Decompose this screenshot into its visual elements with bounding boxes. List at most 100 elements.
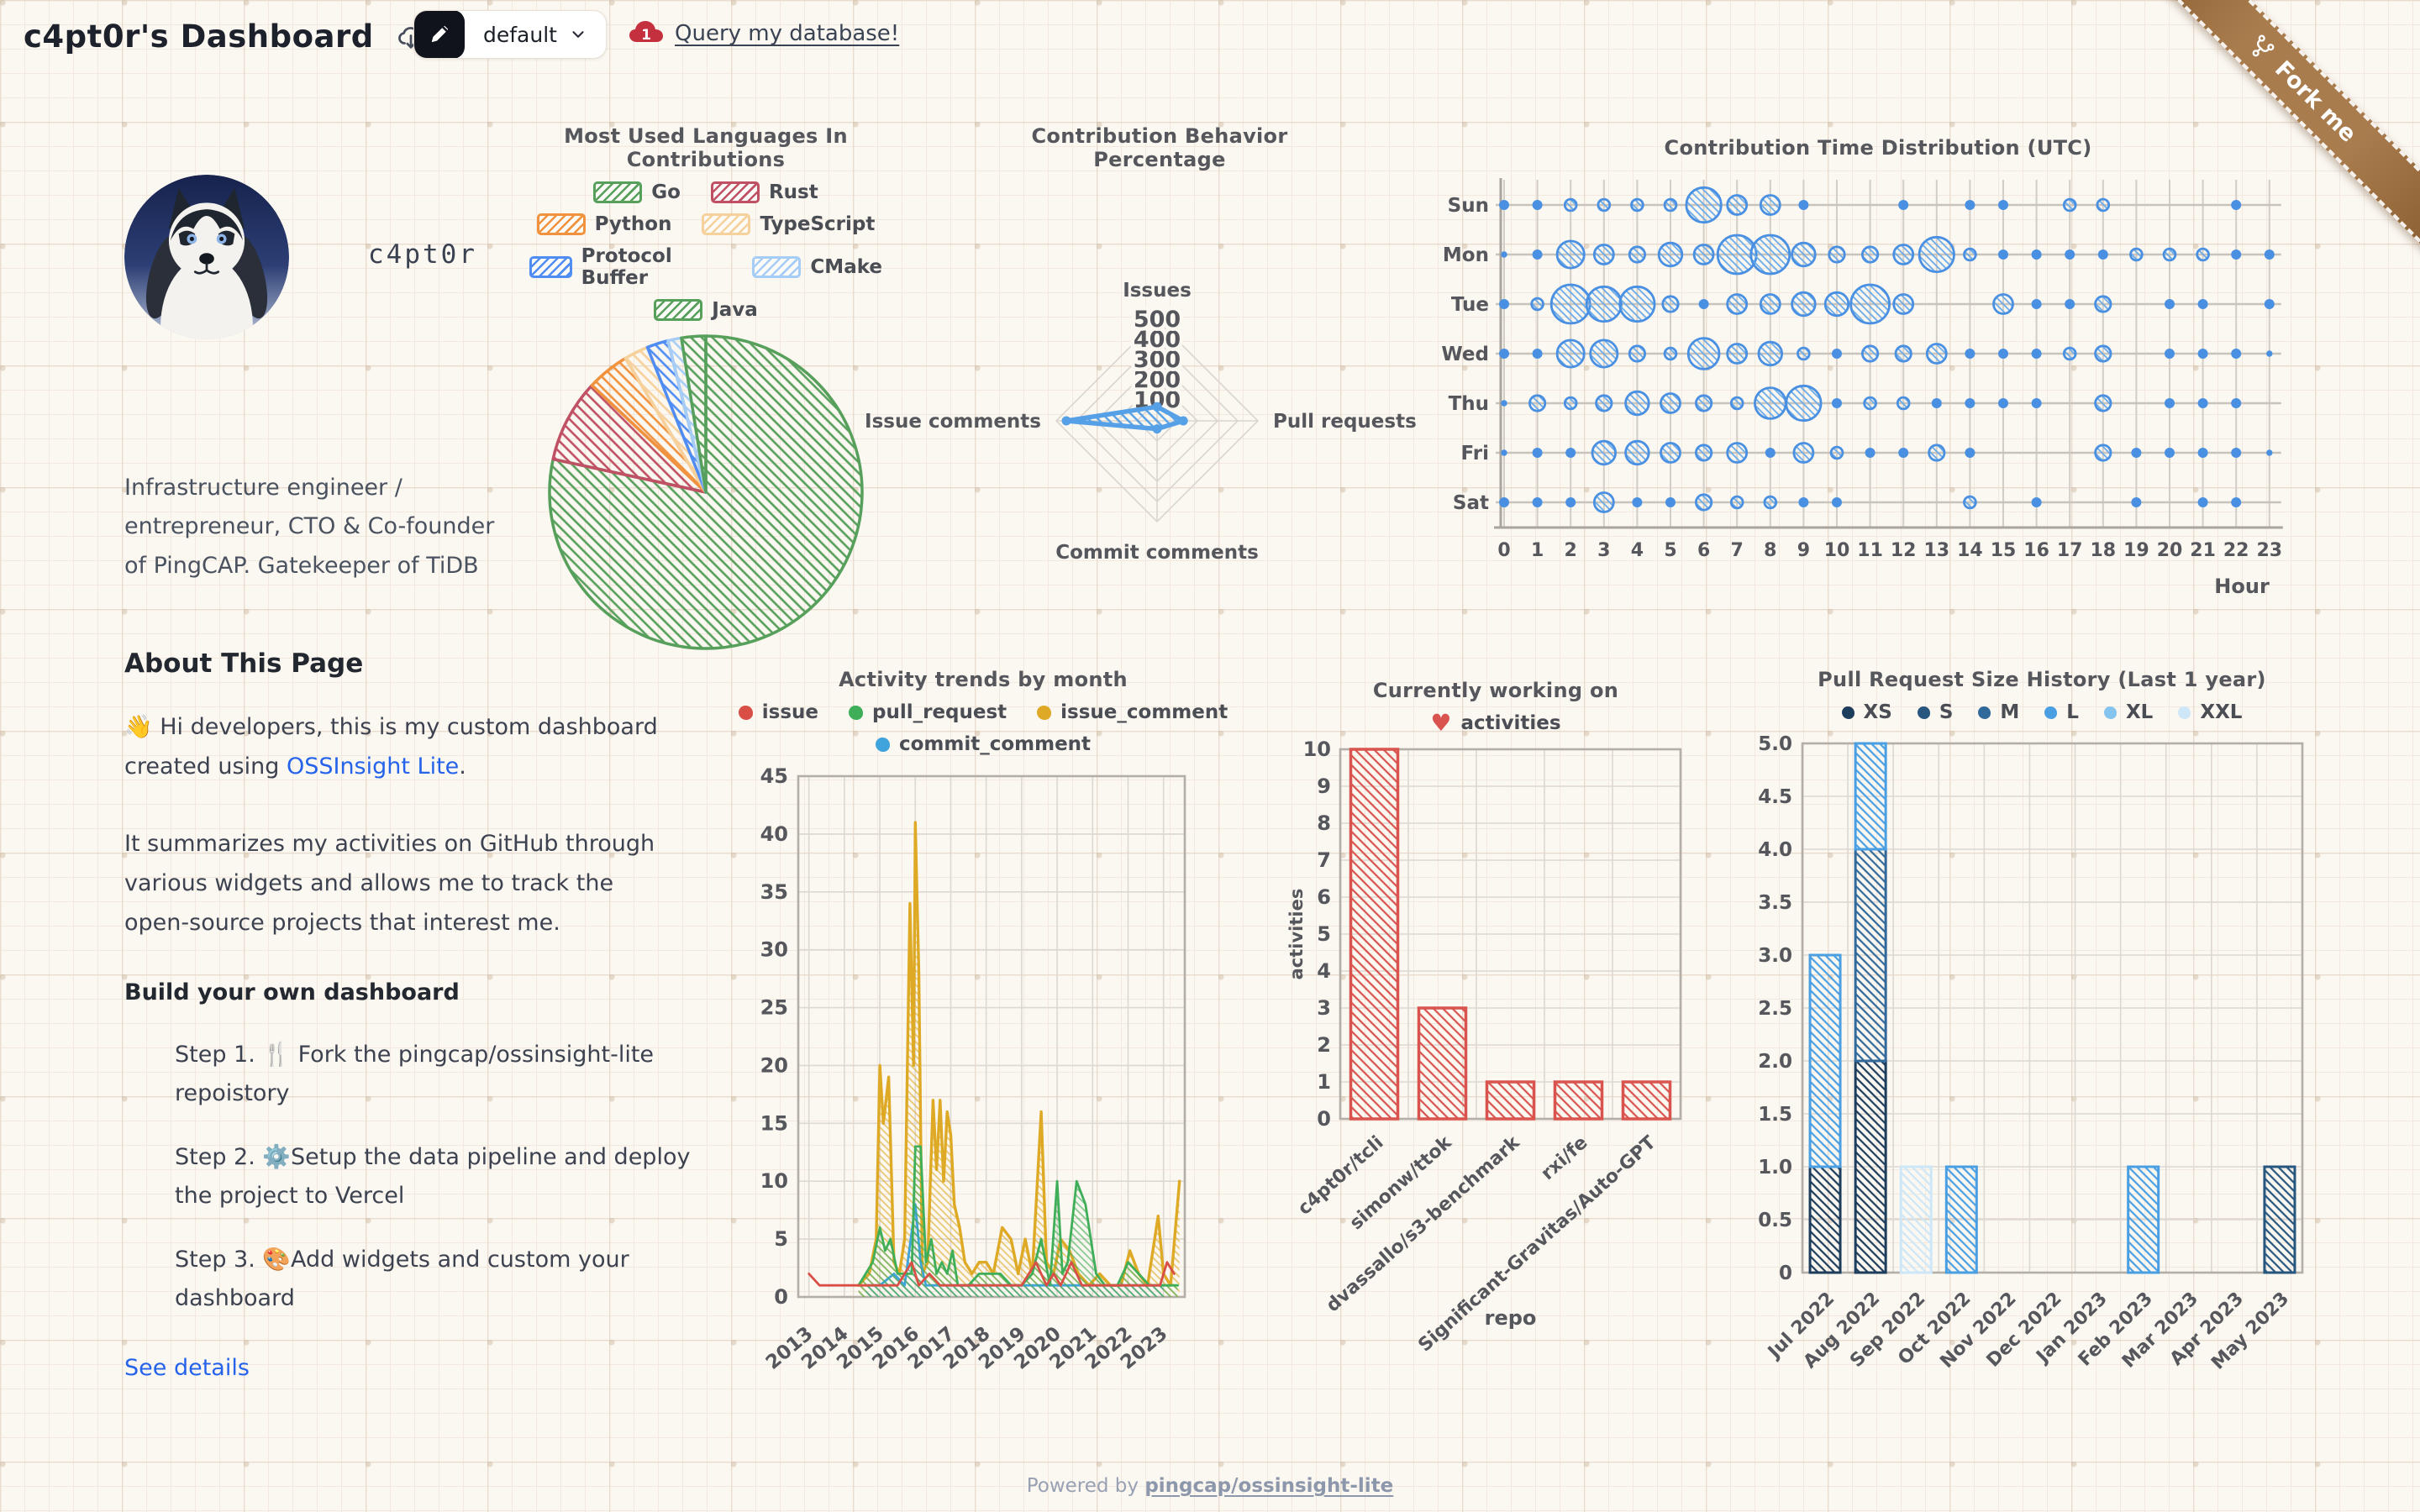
svg-text:14: 14 (1957, 540, 1983, 561)
activity-legend: issue pull_request issue_comment commit_com… (738, 701, 1228, 755)
svg-text:Sat: Sat (1453, 492, 1489, 514)
svg-text:9: 9 (1797, 540, 1810, 561)
legend-item[interactable]: TypeScript (702, 213, 875, 235)
svg-text:Mon: Mon (1443, 244, 1489, 266)
svg-text:4: 4 (1317, 959, 1331, 983)
svg-text:2.0: 2.0 (1758, 1051, 1792, 1073)
svg-text:1.5: 1.5 (1758, 1104, 1792, 1126)
svg-text:20: 20 (2157, 540, 2183, 561)
legend-dot (875, 737, 890, 752)
pr-size-title: Pull Request Size History (Last 1 year) (1818, 668, 2266, 691)
currently-working-title: Currently working on (1372, 679, 1619, 702)
footer-repo-link[interactable]: pingcap/ossinsight-lite (1144, 1475, 1394, 1497)
page-title: c4pt0r's Dashboard (24, 18, 374, 55)
legend-item[interactable]: Python (536, 213, 671, 235)
svg-text:0: 0 (1317, 1107, 1331, 1131)
chevron-down-icon (569, 25, 587, 44)
legend-item[interactable]: pull_request (849, 701, 1007, 723)
activity-trends-chart: 0510152025303540452013201420152016201720… (760, 764, 1186, 1374)
pr-size-legend: XS S M L XL XXL (1760, 701, 2323, 723)
svg-text:21: 21 (2190, 540, 2216, 561)
svg-text:45: 45 (760, 764, 788, 788)
svg-text:9: 9 (1317, 774, 1331, 798)
svg-text:Fri: Fri (1461, 443, 1489, 465)
svg-text:4.0: 4.0 (1758, 839, 1792, 861)
see-details-link[interactable]: See details (124, 1354, 250, 1381)
legend-item[interactable]: XXL (2178, 701, 2242, 723)
legend-item[interactable]: Java (654, 299, 758, 321)
legend-swatch (752, 256, 802, 278)
svg-text:Thu: Thu (1449, 393, 1489, 415)
svg-text:1.0: 1.0 (1758, 1157, 1792, 1179)
profile-bio: Infrastructure engineer / entrepreneur, … (124, 475, 495, 579)
legend-swatch (536, 213, 586, 235)
svg-text:35: 35 (760, 880, 788, 904)
currently-working-legend: ♥ activities (1294, 709, 1697, 737)
svg-text:1: 1 (1317, 1070, 1331, 1094)
legend-item[interactable]: XL (2103, 701, 2153, 723)
legend-swatch (593, 181, 643, 203)
svg-text:Issues: Issues (1123, 280, 1192, 302)
about-heading: About This Page (124, 648, 364, 679)
currently-working-chart: 012345678910c4pt0r/tclisimonw/ttokdvassa… (1286, 738, 1682, 1356)
svg-text:7: 7 (1317, 848, 1331, 872)
svg-text:10: 10 (1303, 738, 1331, 761)
svg-text:17: 17 (2057, 540, 2083, 561)
svg-text:3: 3 (1597, 540, 1610, 561)
step-2: Step 2. ⚙️Setup the data pipeline and de… (175, 1144, 691, 1209)
ossinsight-lite-link[interactable]: OSSInsight Lite (286, 753, 460, 780)
svg-text:2: 2 (1565, 540, 1577, 561)
svg-text:repo: repo (1485, 1306, 1537, 1330)
legend-item[interactable]: issue (738, 701, 818, 723)
legend-dot (2178, 706, 2191, 719)
svg-text:15: 15 (760, 1111, 788, 1135)
svg-text:300: 300 (1134, 347, 1181, 373)
edit-button[interactable] (414, 11, 465, 58)
legend-item[interactable]: issue_comment (1037, 701, 1228, 723)
legend-dot (1037, 705, 1052, 720)
preset-dropdown[interactable]: default (465, 23, 606, 47)
legend-item[interactable]: M (1978, 701, 2019, 723)
fork-ribbon[interactable]: Fork me (2151, 0, 2420, 269)
time-distribution-card: Contribution Time Distribution (UTC) Sun… (1441, 136, 2302, 618)
svg-text:5: 5 (1317, 922, 1331, 946)
svg-text:5: 5 (1664, 540, 1676, 561)
legend-item[interactable]: Go (593, 181, 681, 203)
legend-item[interactable]: commit_comment (875, 733, 1091, 755)
legend-dot (738, 705, 753, 720)
svg-text:rxi/fe: rxi/fe (1537, 1132, 1591, 1184)
preset-dropdown-value: default (483, 22, 557, 47)
svg-text:Wed: Wed (1441, 344, 1489, 365)
dashboard-preset-control: default (413, 10, 607, 59)
languages-pie-chart (548, 334, 864, 650)
about-paragraph-2: It summarizes my activities on GitHub th… (124, 830, 655, 937)
svg-text:23: 23 (2256, 540, 2282, 561)
legend-item[interactable]: L (2044, 701, 2079, 723)
svg-text:0: 0 (1779, 1263, 1792, 1284)
query-database-link[interactable]: Query my database! (675, 21, 900, 46)
heart-icon: ♥ (1430, 709, 1452, 737)
pencil-icon (429, 24, 450, 45)
svg-text:13: 13 (1923, 540, 1949, 561)
tidb-cloud-icon: 1 (629, 20, 664, 47)
activity-trends-title: Activity trends by month (839, 668, 1128, 691)
fork-icon (2244, 30, 2279, 66)
svg-text:6: 6 (1697, 540, 1710, 561)
legend-item[interactable]: ♥ activities (1430, 709, 1561, 737)
svg-text:5.0: 5.0 (1758, 733, 1792, 755)
svg-text:18: 18 (2090, 540, 2116, 561)
legend-item[interactable]: CMake (752, 256, 882, 278)
svg-text:8: 8 (1764, 540, 1776, 561)
legend-item[interactable]: S (1917, 701, 1953, 723)
legend-item[interactable]: Rust (710, 181, 818, 203)
query-database: 1 Query my database! (629, 20, 899, 47)
legend-item[interactable]: Protocol Buffer (529, 245, 722, 289)
activity-trends-card: Activity trends by month issue pull_reque… (738, 668, 1228, 1374)
legend-swatch (529, 256, 572, 278)
legend-dot (2103, 706, 2117, 719)
languages-legend: Go Rust Python TypeScript Protocol Buffer CMa… (529, 181, 882, 321)
legend-item[interactable]: XS (1841, 701, 1892, 723)
svg-text:8: 8 (1317, 811, 1331, 835)
